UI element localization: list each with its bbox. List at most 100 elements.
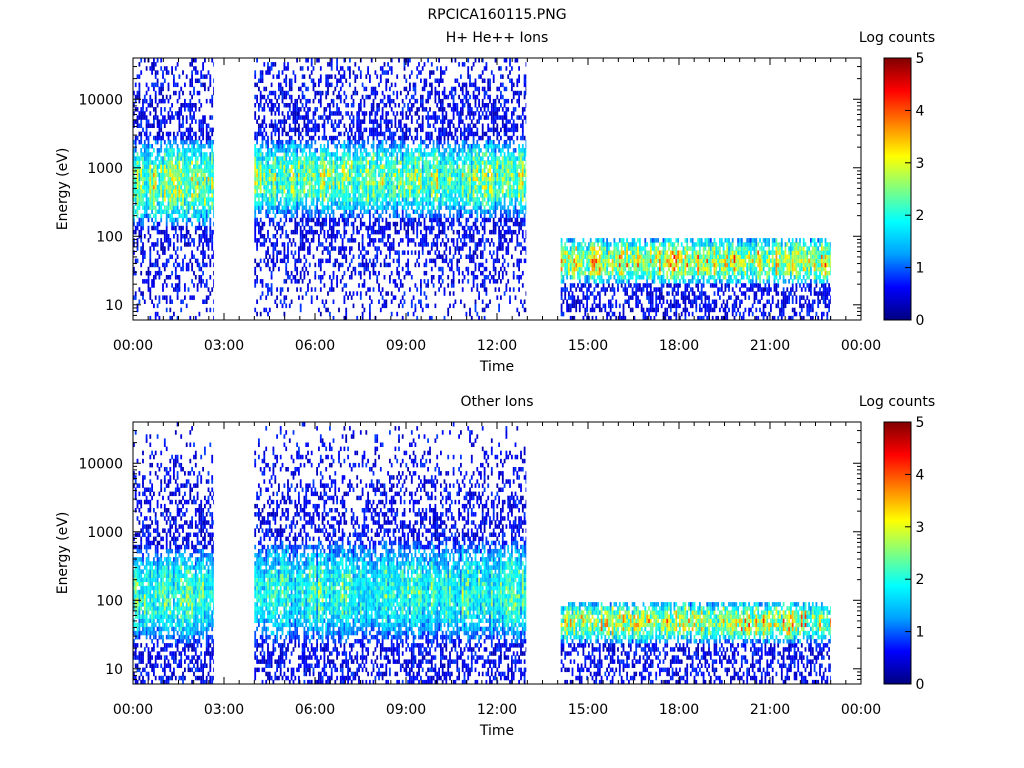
heatmap-cell (265, 123, 268, 128)
heatmap-cell (445, 234, 448, 239)
heatmap-cell (165, 221, 168, 227)
heatmap-cell (420, 291, 422, 296)
heatmap-cell (414, 164, 417, 169)
heatmap-cell (290, 78, 293, 83)
heatmap-cell (414, 209, 417, 214)
heatmap-cell (372, 123, 375, 128)
heatmap-cell (194, 131, 197, 137)
heatmap-cell (196, 172, 199, 178)
heatmap-cell (140, 131, 143, 137)
heatmap-cell (367, 266, 369, 272)
heatmap-cell (205, 98, 208, 104)
heatmap-cell (298, 254, 300, 259)
heatmap-cell (136, 152, 139, 157)
heatmap-cell (294, 103, 297, 108)
heatmap-cell (423, 234, 426, 239)
heatmap-cell (162, 229, 164, 235)
heatmap-cell (441, 193, 444, 198)
heatmap-cell (174, 266, 177, 272)
heatmap-cell (394, 103, 397, 108)
heatmap-cell (450, 176, 453, 182)
heatmap-cell (352, 201, 355, 206)
heatmap-cell (430, 213, 433, 219)
heatmap-cell (209, 74, 212, 79)
heatmap-cell (423, 184, 426, 190)
heatmap-cell (133, 205, 135, 210)
heatmap-cell (374, 164, 377, 169)
heatmap-cell (259, 205, 262, 210)
heatmap-cell (180, 213, 183, 219)
heatmap-cell (163, 205, 166, 210)
heatmap-cell (341, 144, 344, 149)
heatmap-cell (296, 266, 298, 272)
heatmap-cell (274, 172, 277, 178)
heatmap-cell (343, 144, 346, 149)
heatmap-cell (158, 127, 161, 133)
heatmap-cell (213, 197, 214, 202)
heatmap-cell (136, 193, 139, 198)
heatmap-cell (412, 176, 415, 182)
heatmap-cell (376, 209, 379, 214)
heatmap-cell (285, 213, 288, 219)
heatmap-cell (358, 172, 360, 178)
heatmap-cell (138, 164, 141, 169)
heatmap-cell (283, 213, 286, 219)
heatmap-cell (418, 254, 420, 259)
heatmap-cell (427, 201, 429, 206)
heatmap-cell (450, 184, 453, 190)
heatmap-cell (416, 74, 419, 79)
heatmap-cell (356, 168, 359, 173)
heatmap-cell (356, 315, 359, 321)
heatmap-cell (276, 127, 278, 133)
heatmap-cell (160, 172, 163, 178)
heatmap-cell (261, 107, 264, 112)
heatmap-cell (387, 98, 389, 104)
heatmap-cell (416, 197, 419, 202)
heatmap-cell (198, 119, 201, 124)
heatmap-cell (140, 107, 143, 112)
heatmap-cell (438, 98, 440, 104)
heatmap-cell (211, 176, 214, 182)
heatmap-cell (443, 135, 446, 141)
heatmap-cell (376, 107, 379, 112)
heatmap-cell (298, 127, 300, 133)
heatmap-cell (361, 189, 364, 194)
heatmap-cell (149, 111, 152, 116)
heatmap-cell (359, 164, 362, 169)
heatmap-cell (378, 180, 380, 186)
heatmap-cell (463, 303, 466, 309)
heatmap-cell (438, 205, 440, 210)
heatmap-cell (394, 115, 397, 120)
heatmap-cell (401, 209, 404, 214)
heatmap-cell (184, 213, 186, 219)
heatmap-cell (389, 86, 391, 92)
heatmap-cell (438, 168, 440, 173)
heatmap-cell (149, 193, 152, 198)
heatmap-cell (194, 176, 197, 182)
heatmap-cell (180, 135, 183, 141)
heatmap-cell (336, 58, 338, 63)
heatmap-cell (450, 119, 453, 124)
heatmap-cell (196, 205, 199, 210)
heatmap-cell (399, 176, 402, 182)
heatmap-cell (356, 189, 359, 194)
heatmap-cell (263, 176, 266, 182)
heatmap-cell (343, 295, 346, 300)
heatmap-cell (298, 201, 300, 206)
heatmap-cell (429, 152, 431, 157)
heatmap-cell (407, 148, 409, 153)
heatmap-cell (456, 172, 459, 178)
heatmap-cell (185, 127, 188, 133)
heatmap-cell (365, 168, 368, 173)
heatmap-cell (456, 156, 459, 161)
heatmap-cell (254, 213, 257, 219)
heatmap-cell (274, 201, 277, 206)
heatmap-cell (290, 98, 293, 104)
heatmap-cell (202, 254, 204, 259)
heatmap-cell (399, 172, 402, 178)
heatmap-cell (178, 164, 181, 169)
heatmap-cell (405, 135, 408, 141)
heatmap-cell (263, 156, 266, 161)
heatmap-cell (294, 144, 297, 149)
heatmap-cell (378, 152, 380, 157)
